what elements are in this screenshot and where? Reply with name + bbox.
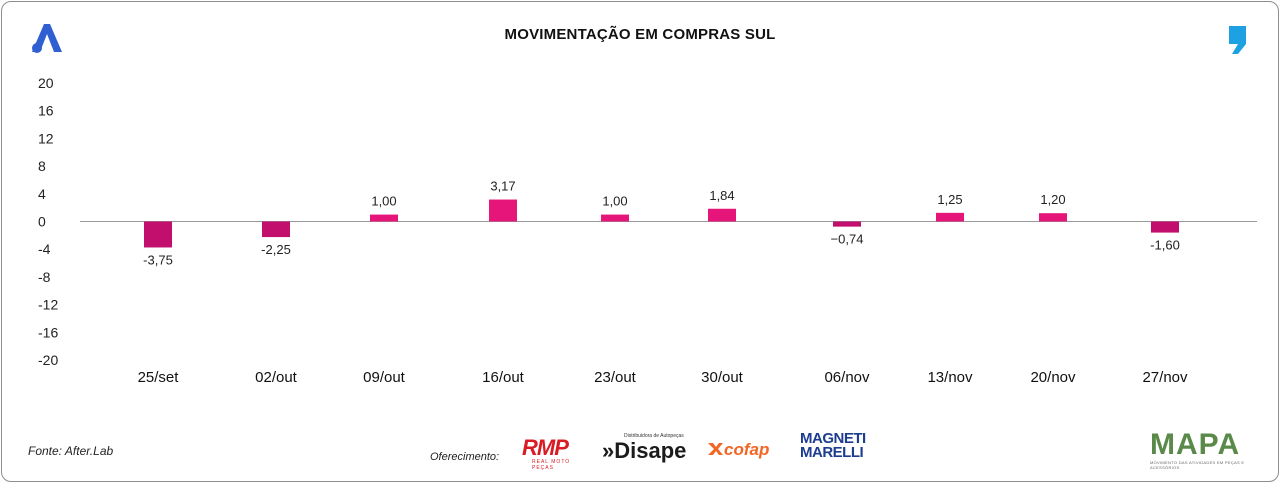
data-label: -1,60 bbox=[1150, 238, 1180, 253]
data-label: 1,20 bbox=[1040, 192, 1065, 207]
x-tick-label: 20/nov bbox=[1030, 369, 1076, 386]
data-label: −0,74 bbox=[831, 232, 864, 247]
bar bbox=[262, 221, 290, 238]
bars bbox=[144, 199, 1179, 248]
x-tick-label: 09/out bbox=[363, 369, 406, 386]
data-label: 1,00 bbox=[371, 194, 396, 209]
bar bbox=[1039, 213, 1067, 222]
cofap-logo: cofap bbox=[706, 440, 769, 460]
y-tick-label: -12 bbox=[38, 297, 58, 313]
y-tick-label: -16 bbox=[38, 324, 58, 340]
y-tick-label: 12 bbox=[38, 130, 54, 146]
data-labels: -3,75 -2,25 1,00 3,17 1,00 1,84 −0,74 1,25 1,20 -… bbox=[143, 179, 1180, 268]
data-label: -3,75 bbox=[143, 252, 173, 267]
magneti-logo-line2: MARELLI bbox=[800, 444, 864, 461]
magneti-logo-line1: MAGNETI bbox=[800, 430, 866, 447]
magneti-marelli-logo: MAGNETI MARELLI bbox=[800, 430, 866, 461]
y-tick-label: -8 bbox=[38, 269, 51, 285]
disape-logo-tagline: Distribuidora de Autopeças bbox=[624, 433, 684, 439]
rmp-logo: RMP REAL MOTO PEÇAS bbox=[522, 435, 590, 472]
disape-logo-name: »Disape bbox=[602, 438, 687, 463]
mapa-logo-name: MAPA bbox=[1150, 428, 1241, 461]
bar bbox=[489, 199, 517, 222]
bar bbox=[833, 221, 861, 227]
cofap-logo-name: cofap bbox=[724, 440, 770, 459]
y-tick-label: 0 bbox=[38, 214, 46, 230]
y-tick-label: 4 bbox=[38, 186, 46, 202]
x-tick-label: 27/nov bbox=[1142, 369, 1188, 386]
x-axis-ticks: 25/set 02/out 09/out 16/out 23/out 30/out 06/n… bbox=[138, 369, 1188, 386]
y-tick-label: 8 bbox=[38, 158, 46, 174]
bar bbox=[708, 208, 736, 222]
data-label: 3,17 bbox=[490, 179, 515, 194]
bar bbox=[1151, 221, 1179, 233]
y-tick-label: -20 bbox=[38, 352, 58, 368]
disape-logo: Distribuidora de Autopeças »Disape bbox=[602, 433, 692, 467]
data-label: 1,00 bbox=[602, 194, 627, 209]
x-tick-label: 13/nov bbox=[927, 369, 973, 386]
mapa-logo: MAPA MOVIMENTO DAS ATIVIDADES EM PEÇAS E… bbox=[1150, 428, 1250, 471]
rmp-logo-name: RMP bbox=[522, 435, 569, 460]
data-label: 1,25 bbox=[937, 192, 962, 207]
cofap-x-icon bbox=[708, 443, 723, 455]
offer-label: Oferecimento: bbox=[430, 451, 500, 463]
x-tick-label: 06/nov bbox=[824, 369, 870, 386]
data-label: -2,25 bbox=[261, 242, 291, 257]
y-tick-label: -4 bbox=[38, 241, 51, 257]
chart-title: MOVIMENTAÇÃO EM COMPRAS SUL bbox=[504, 26, 776, 43]
bar bbox=[601, 214, 629, 222]
x-tick-label: 16/out bbox=[482, 369, 525, 386]
mapa-logo-tagline: MOVIMENTO DAS ATIVIDADES EM PEÇAS E ACES… bbox=[1150, 460, 1245, 470]
source-note: Fonte: After.Lab bbox=[28, 444, 114, 458]
after-lab-a-icon bbox=[28, 20, 64, 54]
x-tick-label: 23/out bbox=[594, 369, 637, 386]
rmp-logo-tagline: REAL MOTO PEÇAS bbox=[532, 459, 571, 471]
y-tick-label: 20 bbox=[38, 75, 54, 91]
y-axis-ticks: 20 16 12 8 4 0 -4 -8 -12 -16 -20 bbox=[38, 75, 58, 368]
quote-mark-icon bbox=[1226, 24, 1252, 56]
data-label: 1,84 bbox=[709, 188, 734, 203]
bar bbox=[936, 212, 964, 222]
y-tick-label: 16 bbox=[38, 103, 54, 119]
x-tick-label: 25/set bbox=[138, 369, 180, 386]
bar bbox=[144, 221, 172, 248]
x-tick-label: 02/out bbox=[255, 369, 298, 386]
bar bbox=[370, 214, 398, 222]
x-tick-label: 30/out bbox=[701, 369, 744, 386]
